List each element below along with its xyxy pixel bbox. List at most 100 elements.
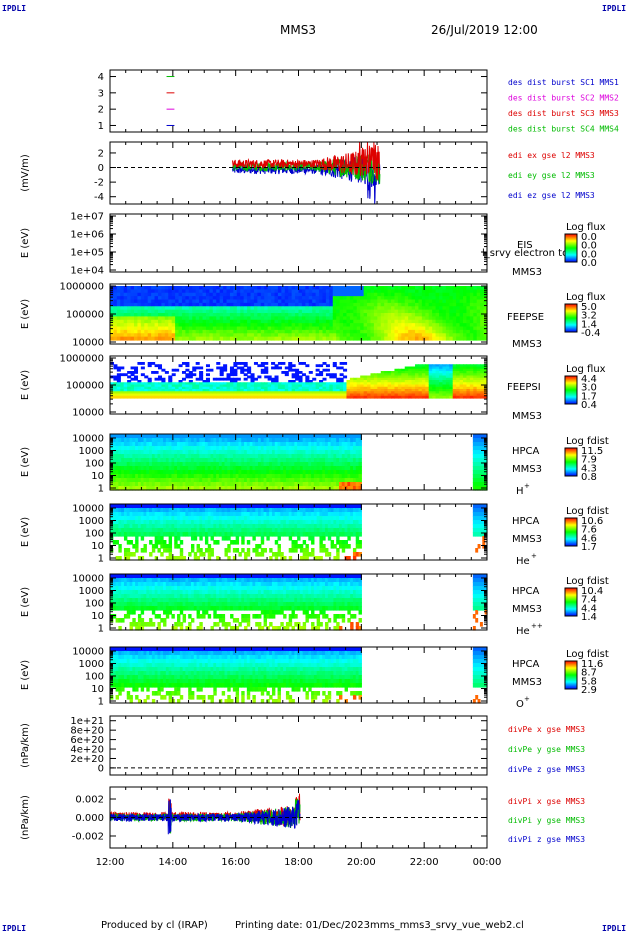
feepsi-heatmap-cell — [267, 393, 272, 397]
feepse-heatmap-cell — [336, 323, 341, 328]
feepse-heatmap-cell — [226, 333, 231, 338]
feepsi-heatmap-cell — [442, 391, 447, 395]
hpca_h-heatmap-cell — [185, 474, 189, 479]
hpca_h-heatmap-cell — [249, 446, 254, 451]
feepsi-heatmap-cell — [384, 391, 389, 395]
feepsi-heatmap-cell — [360, 395, 365, 399]
feepse-heatmap-cell — [394, 326, 399, 331]
hpca_h-heatmap-cell — [299, 446, 304, 451]
feepsi-heatmap-cell — [195, 366, 200, 370]
hpca_h-heatmap-cell — [118, 470, 122, 475]
hpca_he-heatmap-cell — [157, 540, 161, 545]
hpca_he-heatmap-cell — [157, 528, 161, 533]
feepsi-heatmap-cell — [281, 389, 286, 392]
feepsi-heatmap-cell — [394, 377, 399, 381]
feepse-heatmap-cell — [257, 333, 262, 338]
feepse-heatmap-cell — [377, 313, 382, 317]
hpca_he-heatmap-cell — [271, 520, 276, 525]
feepsi-heatmap-cell — [202, 391, 207, 395]
feepsi-heatmap-cell — [463, 368, 468, 372]
hpca_h-heatmap-cell — [221, 446, 226, 451]
feepse-heatmap-cell — [247, 306, 252, 311]
feepse-heatmap-cell — [476, 302, 481, 307]
feepse-heatmap-cell — [346, 333, 351, 338]
feepsi-heatmap-cell — [301, 384, 306, 388]
hpca_he-heatmap-cell — [118, 556, 122, 561]
feepsi-heatmap-cell — [236, 393, 241, 397]
feepse-heatmap-cell — [257, 319, 262, 324]
feepse-heatmap-cell — [154, 336, 159, 341]
hpca_he-heatmap-cell — [185, 516, 189, 521]
feepse-heatmap-cell — [439, 306, 444, 311]
hpca_h-heatmap-cell — [280, 446, 284, 451]
feepsi-heatmap-cell — [456, 364, 461, 368]
feepsi-heatmap-cell — [391, 395, 396, 399]
feepse-heatmap-cell — [469, 323, 474, 328]
hpca_h-heatmap-cell — [182, 470, 186, 475]
feepsi-heatmap-cell — [421, 395, 426, 399]
feepsi-heatmap-cell — [394, 371, 399, 374]
hpca_h-heatmap-cell — [210, 454, 214, 459]
feepse-heatmap-cell — [260, 336, 265, 341]
feepse-heatmap-cell — [233, 309, 238, 314]
hpca_he-heatmap-cell — [126, 520, 131, 525]
feepsi-heatmap-cell — [363, 375, 368, 379]
hpca_h-heatmap-cell — [204, 478, 209, 483]
hpca_h-heatmap-cell — [258, 470, 262, 475]
feepse-heatmap-cell — [164, 299, 169, 304]
hpca_h-heatmap-cell — [218, 454, 223, 459]
feepsi-heatmap-cell — [209, 386, 214, 390]
feepse-heatmap-cell — [157, 292, 163, 297]
feepsi-heatmap-cell — [229, 382, 234, 386]
hpca_h-heatmap-cell — [305, 486, 309, 491]
hpca_h-heatmap-cell — [196, 466, 200, 471]
hpca_h-heatmap-cell — [171, 466, 175, 471]
feepse-heatmap-cell — [260, 302, 265, 307]
feepse-heatmap-cell — [322, 299, 327, 304]
feepse-heatmap-cell — [140, 299, 145, 304]
feepsi-heatmap-cell — [178, 364, 183, 368]
feepse-heatmap-cell — [274, 296, 279, 301]
feepsi-heatmap-cell — [473, 366, 478, 370]
hpca_he-heatmap-cell — [171, 532, 175, 537]
feepsi-heatmap-cell — [288, 393, 293, 397]
feepsi-heatmap-cell — [315, 368, 320, 372]
feepsi-heatmap-cell — [181, 393, 186, 397]
feepse-heatmap-cell — [360, 326, 365, 331]
hpca_he-heatmap-cell — [188, 512, 192, 517]
feepse-heatmap-cell — [127, 289, 132, 294]
feepse-heatmap-cell — [181, 336, 186, 341]
hpca_h-heatmap-cell — [260, 434, 265, 439]
feepse-heatmap-cell — [421, 296, 426, 301]
hpca_h-heatmap-cell — [305, 478, 309, 483]
hpca_he-heatmap-cell — [244, 528, 248, 533]
feepsi-heatmap-cell — [192, 373, 197, 377]
hpca_h-heatmap-cell — [479, 446, 483, 451]
hpca_he-heatmap-cell — [149, 520, 153, 525]
hpca_he-heatmap-cell — [238, 520, 242, 525]
feepse-heatmap-cell — [428, 323, 433, 328]
hpca_h-heatmap-cell — [132, 454, 136, 459]
feepsi-heatmap-cell — [476, 382, 481, 386]
hpca_h-heatmap-cell — [302, 458, 307, 463]
hpca_h-heatmap-cell — [154, 462, 159, 467]
feepse-heatmap-cell — [435, 309, 440, 314]
hpca_h-heatmap-cell — [179, 470, 184, 475]
hpca_h-heatmap-cell — [333, 486, 337, 491]
hpca_he-heatmap-cell — [255, 552, 259, 557]
hpca_h-heatmap-cell — [322, 474, 326, 479]
feepsi-heatmap-cell — [116, 366, 121, 370]
hpca_he-heatmap-cell — [193, 556, 198, 561]
feepse-heatmap-cell — [243, 289, 248, 294]
feepse-heatmap-cell — [469, 299, 474, 304]
feepse-heatmap-cell — [432, 292, 437, 297]
feepse-heatmap-cell — [445, 286, 450, 290]
feepse-heatmap-cell — [247, 319, 252, 324]
hpca_he-heatmap-cell — [210, 548, 214, 553]
hpca_he-heatmap-cell — [154, 544, 159, 549]
hpca_h-heatmap-cell — [336, 434, 340, 439]
hpca_h-heatmap-cell — [338, 454, 343, 459]
feepse-heatmap-cell — [377, 296, 382, 301]
feepse-heatmap-cell — [188, 299, 193, 304]
feepsi-heatmap-cell — [360, 382, 365, 386]
